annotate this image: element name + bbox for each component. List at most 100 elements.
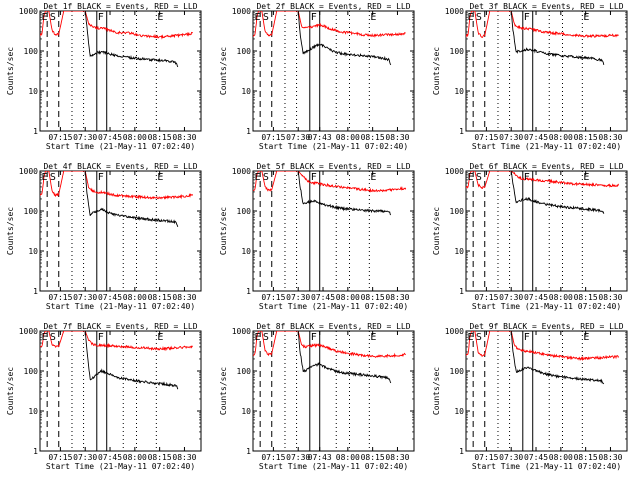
y-axis-label: Counts/sec [219,207,228,255]
x-tick-label: 07:30 [73,453,97,462]
x-tick-label: 08:30 [385,293,409,302]
plot-frame [252,170,415,292]
events-series-line [84,331,179,390]
y-axis-label: Counts/sec [6,207,15,255]
x-tick-label: 08:15 [148,293,172,302]
y-tick-label: 1 [246,447,251,456]
phase-marker-label: E [255,332,261,343]
x-tick-label: 07:15 [474,453,498,462]
phase-marker-label: S [263,332,269,343]
x-tick-label: 07:30 [499,133,523,142]
y-tick-label: 100 [237,367,252,376]
chart-panel: Det 2f BLACK = Events, RED = LLD 1 10 100 10… [213,0,426,160]
x-tick-label: 07:15 [261,453,285,462]
x-tick-label: 08:30 [385,453,409,462]
chart-svg: Det 7f BLACK = Events, RED = LLD 1 10 100 10… [6,322,202,471]
phase-marker-label: F [524,332,530,343]
lld-series-line [40,331,193,352]
phase-marker-label: E [157,332,163,343]
y-tick-label: 1000 [19,327,38,336]
phase-marker-label: F [98,172,104,183]
x-axis-label: Start Time (21-May-11 07:02:40) [259,462,408,471]
phase-marker-label: S [476,332,482,343]
chart-title: Det 4f BLACK = Events, RED = LLD [43,162,197,171]
x-axis-label: Start Time (21-May-11 07:02:40) [46,142,195,151]
x-tick-label: 08:30 [598,293,622,302]
chart-svg: Det 4f BLACK = Events, RED = LLD 1 10 100 10… [6,162,202,311]
y-axis-label: Counts/sec [219,47,228,95]
events-series-line [84,11,179,68]
x-tick-label: 08:15 [361,453,385,462]
events-series-line [297,171,392,216]
chart-svg: Det 3f BLACK = Events, RED = LLD 1 10 100 10… [432,2,628,151]
y-tick-label: 1000 [445,327,464,336]
x-tick-label: 07:30 [499,453,523,462]
y-tick-label: 1000 [19,7,38,16]
lld-series-line [253,171,407,193]
y-axis-label: Counts/sec [432,47,441,95]
lld-series-line [466,171,620,190]
events-series-line [297,11,392,66]
x-axis-label: Start Time (21-May-11 07:02:40) [46,302,195,311]
phase-marker-label: F [311,172,317,183]
phase-marker-label: E [42,332,48,343]
phase-marker-label: F [311,12,317,23]
chart-panel: Det 4f BLACK = Events, RED = LLD 1 10 100 10… [0,160,213,320]
x-tick-label: 08:00 [123,453,147,462]
lld-series-line [253,331,406,359]
x-tick-label: 08:00 [336,133,360,142]
phase-marker-label: E [370,332,376,343]
y-tick-label: 1000 [445,167,464,176]
phase-marker-label: F [98,332,104,343]
plot-frame [252,330,415,452]
phase-marker-label: S [476,12,482,23]
x-axis-label: Start Time (21-May-11 07:02:40) [472,462,621,471]
x-tick-label: 08:15 [361,133,385,142]
plot-frame [465,330,628,452]
x-tick-label: 07:45 [524,453,548,462]
chart-title: Det 7f BLACK = Events, RED = LLD [43,322,197,331]
phase-marker-label: E [370,172,376,183]
y-tick-label: 1000 [445,7,464,16]
phase-marker-label: E [157,12,163,23]
y-tick-label: 1 [459,447,464,456]
x-tick-label: 07:15 [48,293,72,302]
x-tick-label: 08:15 [148,133,172,142]
x-tick-label: 07:30 [73,133,97,142]
x-tick-label: 08:00 [549,293,573,302]
phase-marker-label: F [98,12,104,23]
chart-panel: Det 3f BLACK = Events, RED = LLD 1 10 100 10… [426,0,639,160]
x-tick-label: 07:15 [474,133,498,142]
x-tick-label: 07:15 [261,133,285,142]
phase-marker-label: E [157,172,163,183]
phase-marker-label: E [42,12,48,23]
x-tick-label: 07:30 [286,293,310,302]
y-tick-label: 1 [459,287,464,296]
x-tick-label: 07:30 [499,293,523,302]
x-axis-label: Start Time (21-May-11 07:02:40) [472,142,621,151]
chart-svg: Det 2f BLACK = Events, RED = LLD 1 10 100 10… [219,2,415,151]
x-tick-label: 08:30 [598,133,622,142]
plot-frame [39,10,202,132]
y-tick-label: 10 [454,247,464,256]
x-axis-label: Start Time (21-May-11 07:02:40) [259,142,408,151]
phase-marker-label: F [311,332,317,343]
x-tick-label: 08:15 [361,293,385,302]
chart-panel: Det 9f BLACK = Events, RED = LLD 1 10 100 10… [426,320,639,480]
chart-title: Det 8f BLACK = Events, RED = LLD [256,322,410,331]
y-tick-label: 100 [24,47,39,56]
y-tick-label: 100 [450,47,465,56]
events-series-line [84,171,179,228]
lld-series-line [40,11,194,40]
chart-title: Det 2f BLACK = Events, RED = LLD [256,2,410,11]
y-axis-label: Counts/sec [6,47,15,95]
events-series-line [510,11,605,65]
x-tick-label: 08:30 [172,133,196,142]
x-tick-label: 08:15 [574,133,598,142]
events-series-line [510,171,605,214]
phase-marker-label: S [263,172,269,183]
phase-marker-label: S [50,12,56,23]
x-tick-label: 07:45 [524,133,548,142]
y-tick-label: 1 [246,287,251,296]
